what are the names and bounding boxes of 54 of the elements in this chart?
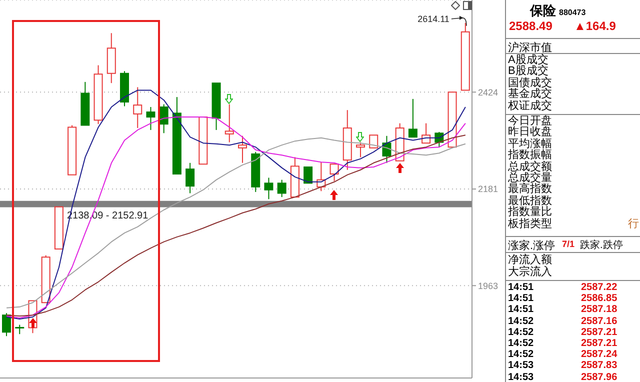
candlestick (224, 104, 234, 143)
y-tick-label: 1963 (478, 280, 498, 291)
text: 2587.21 (581, 338, 618, 349)
text: 平均涨幅 (508, 138, 552, 150)
text: 行 (628, 218, 639, 230)
text: 2587.16 (581, 316, 618, 327)
text: 净流入额 (508, 254, 552, 266)
text: 14:51 (508, 304, 534, 316)
text: 14:51 (508, 293, 534, 304)
text: 昨日收盘 (508, 126, 552, 138)
text: 基金成交 (508, 88, 552, 100)
text: 2588.49 (509, 19, 552, 33)
text: 最低指数 (508, 194, 552, 207)
text: 14:52 (508, 349, 534, 360)
text: 指数振幅 (508, 149, 552, 162)
text: 2587.96 (581, 372, 618, 382)
text: 2587.18 (581, 304, 618, 316)
text: 2587.22 (581, 282, 618, 293)
text: 保险 (530, 2, 556, 20)
text: 14:52 (508, 316, 534, 327)
text: 总成交额 (508, 160, 552, 173)
text: 2587.24 (581, 349, 618, 360)
text: B股成交 (508, 65, 548, 78)
text: 14:52 (508, 326, 534, 338)
annotation: 2614.11 (418, 14, 450, 24)
candlestick (238, 135, 247, 164)
text: 14:52 (508, 338, 534, 349)
text: 2586.85 (581, 293, 618, 304)
text: 大宗流入 (508, 266, 552, 278)
y-tick-label: 2424 (478, 87, 498, 98)
text: 沪深市值 (508, 40, 552, 54)
text: ▲164.9 (574, 19, 616, 33)
text: 最高指数 (508, 183, 552, 196)
text: 国债成交 (508, 76, 552, 89)
text: 涨家.涨停 (508, 238, 556, 253)
candlestick (342, 110, 352, 170)
text: 跌家.跌停 (580, 238, 623, 252)
text: 板指类型 (508, 218, 552, 230)
text: 今日开盘 (508, 115, 552, 127)
text: 7/1 (562, 239, 575, 249)
y-tick-label: 2181 (478, 184, 498, 194)
text: 2587.21 (581, 326, 618, 338)
text: 权证成交 (508, 100, 552, 112)
text: A股成交 (508, 54, 550, 66)
text: 14:53 (508, 372, 534, 382)
candlestick (106, 32, 116, 84)
text: 14:53 (508, 360, 534, 372)
candlestick (264, 177, 274, 200)
text: 14:51 (508, 282, 534, 293)
candlestick (133, 86, 142, 128)
text: 880473 (559, 8, 586, 17)
candlestick (146, 106, 156, 130)
text: 指数量比 (508, 206, 552, 218)
text: 2587.83 (581, 360, 618, 372)
